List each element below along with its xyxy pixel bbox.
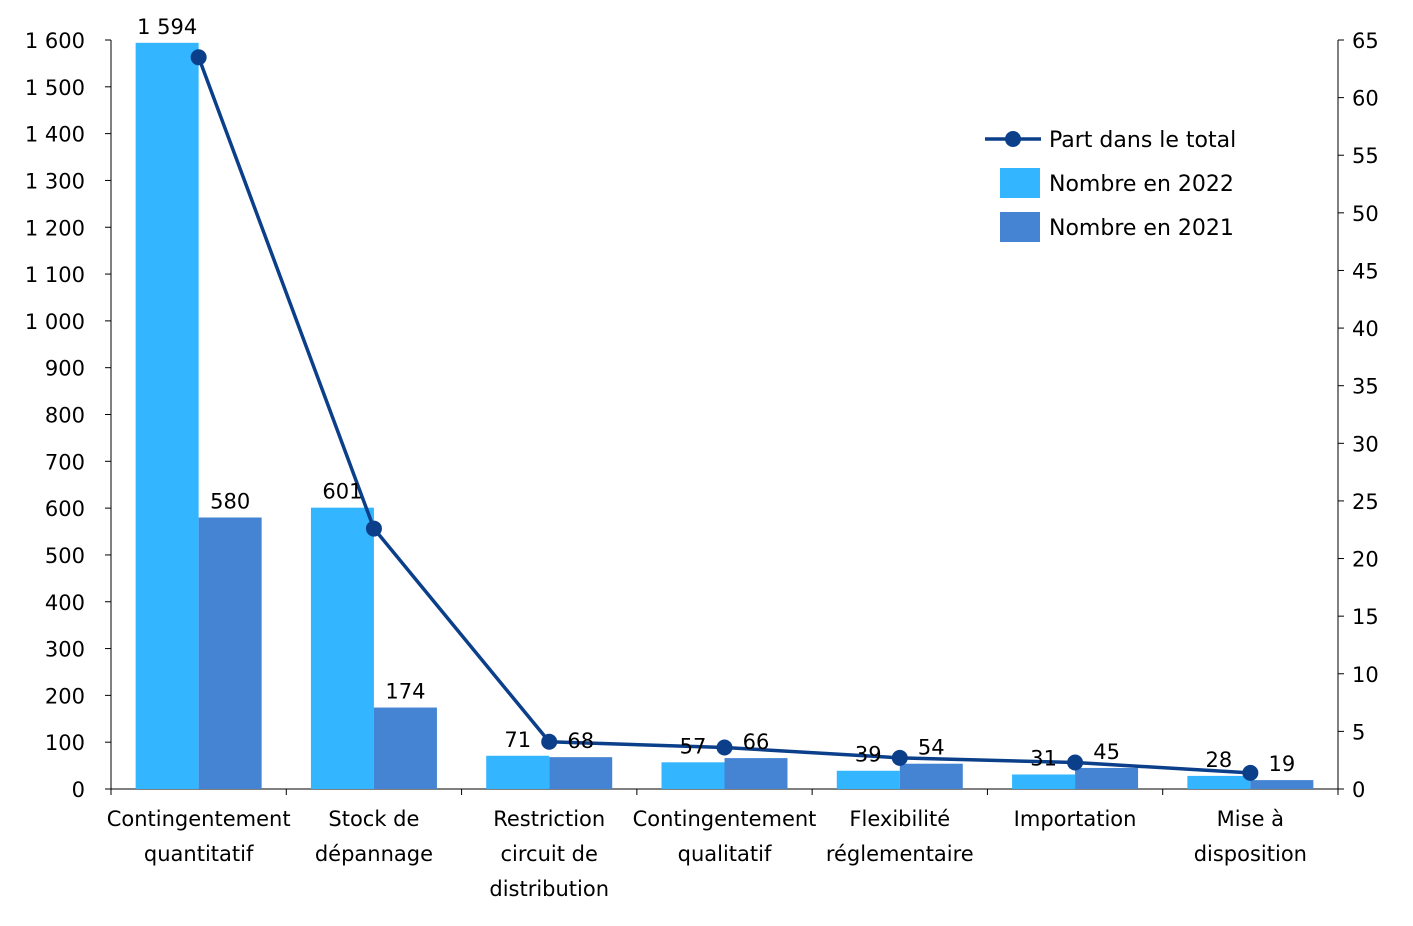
line-point <box>190 49 207 66</box>
category-label: Mise à <box>1217 807 1284 831</box>
left-tick-label: 1 400 <box>25 123 85 147</box>
left-tick-label: 200 <box>45 684 85 708</box>
data-label: 71 <box>504 728 531 752</box>
line-point <box>716 739 733 756</box>
right-tick-label: 50 <box>1352 202 1379 226</box>
bar-2022 <box>836 770 900 789</box>
bar-2021 <box>1075 767 1139 789</box>
line-point <box>1067 754 1084 771</box>
bar-2021 <box>899 763 963 789</box>
left-tick-label: 600 <box>45 497 85 521</box>
data-label: 601 <box>322 480 362 504</box>
left-tick-label: 800 <box>45 404 85 428</box>
left-tick-label: 1 300 <box>25 169 85 193</box>
left-tick-label: 300 <box>45 638 85 662</box>
category-label: qualitatif <box>678 842 772 866</box>
right-tick-label: 15 <box>1352 605 1379 629</box>
right-tick-label: 5 <box>1352 720 1365 744</box>
category-label: quantitatif <box>144 842 254 866</box>
data-label: 57 <box>680 734 707 758</box>
category-label: réglementaire <box>826 842 974 866</box>
legend-label: Nombre en 2022 <box>1049 172 1234 197</box>
data-label: 54 <box>918 736 945 760</box>
left-tick-label: 1 500 <box>25 76 85 100</box>
category-label: circuit de <box>501 842 598 866</box>
data-label: 68 <box>567 729 594 753</box>
data-label: 19 <box>1268 752 1295 776</box>
data-label: 580 <box>210 489 250 513</box>
line-point <box>891 749 908 766</box>
bar-2021 <box>198 517 262 789</box>
right-tick-label: 0 <box>1352 778 1365 802</box>
bar-2022 <box>661 762 725 789</box>
category-label: Contingentement <box>107 807 291 831</box>
bar-2021 <box>1250 780 1314 789</box>
bar-2021 <box>724 758 788 789</box>
left-tick-label: 500 <box>45 544 85 568</box>
bar-2022 <box>1187 775 1251 789</box>
category-label: Stock de <box>328 807 419 831</box>
category-label: distribution <box>489 877 609 901</box>
right-tick-label: 60 <box>1352 87 1379 111</box>
left-tick-label: 0 <box>72 778 85 802</box>
left-tick-label: 1 600 <box>25 29 85 53</box>
category-label: dépannage <box>315 842 433 866</box>
right-tick-label: 45 <box>1352 259 1379 283</box>
bar-2021 <box>549 757 613 789</box>
category-label: Importation <box>1014 807 1137 831</box>
left-tick-label: 1 100 <box>25 263 85 287</box>
bar-2022 <box>1012 774 1076 789</box>
right-tick-label: 40 <box>1352 317 1379 341</box>
right-tick-label: 55 <box>1352 144 1379 168</box>
data-label: 28 <box>1205 748 1232 772</box>
right-tick-label: 25 <box>1352 490 1379 514</box>
left-tick-label: 900 <box>45 357 85 381</box>
legend-swatch <box>1000 168 1040 198</box>
right-tick-label: 65 <box>1352 29 1379 53</box>
data-label: 45 <box>1093 740 1120 764</box>
right-tick-label: 35 <box>1352 375 1379 399</box>
bar-2022 <box>486 755 550 789</box>
legend-label: Nombre en 2021 <box>1049 216 1234 241</box>
bar-2022 <box>135 42 199 789</box>
data-label: 31 <box>1030 746 1057 770</box>
left-tick-label: 100 <box>45 731 85 755</box>
right-tick-label: 30 <box>1352 432 1379 456</box>
data-label: 1 594 <box>137 15 197 39</box>
category-label: Contingentement <box>633 807 817 831</box>
data-label: 39 <box>855 743 882 767</box>
right-tick-label: 10 <box>1352 663 1379 687</box>
left-tick-label: 700 <box>45 450 85 474</box>
left-tick-label: 400 <box>45 591 85 615</box>
right-tick-label: 20 <box>1352 548 1379 572</box>
line-point <box>365 520 382 537</box>
data-label: 174 <box>385 680 425 704</box>
category-label: Restriction <box>493 807 605 831</box>
line-point <box>541 733 558 750</box>
bar-2022 <box>310 507 374 789</box>
left-tick-label: 1 200 <box>25 216 85 240</box>
line-point <box>1242 764 1259 781</box>
data-label: 66 <box>743 730 770 754</box>
category-label: Flexibilité <box>849 807 950 831</box>
legend-swatch <box>1000 212 1040 242</box>
bar-2021 <box>373 707 437 789</box>
legend-label: Part dans le total <box>1049 128 1236 153</box>
legend-line-marker <box>1005 131 1021 147</box>
category-label: disposition <box>1194 842 1307 866</box>
left-tick-label: 1 000 <box>25 310 85 334</box>
